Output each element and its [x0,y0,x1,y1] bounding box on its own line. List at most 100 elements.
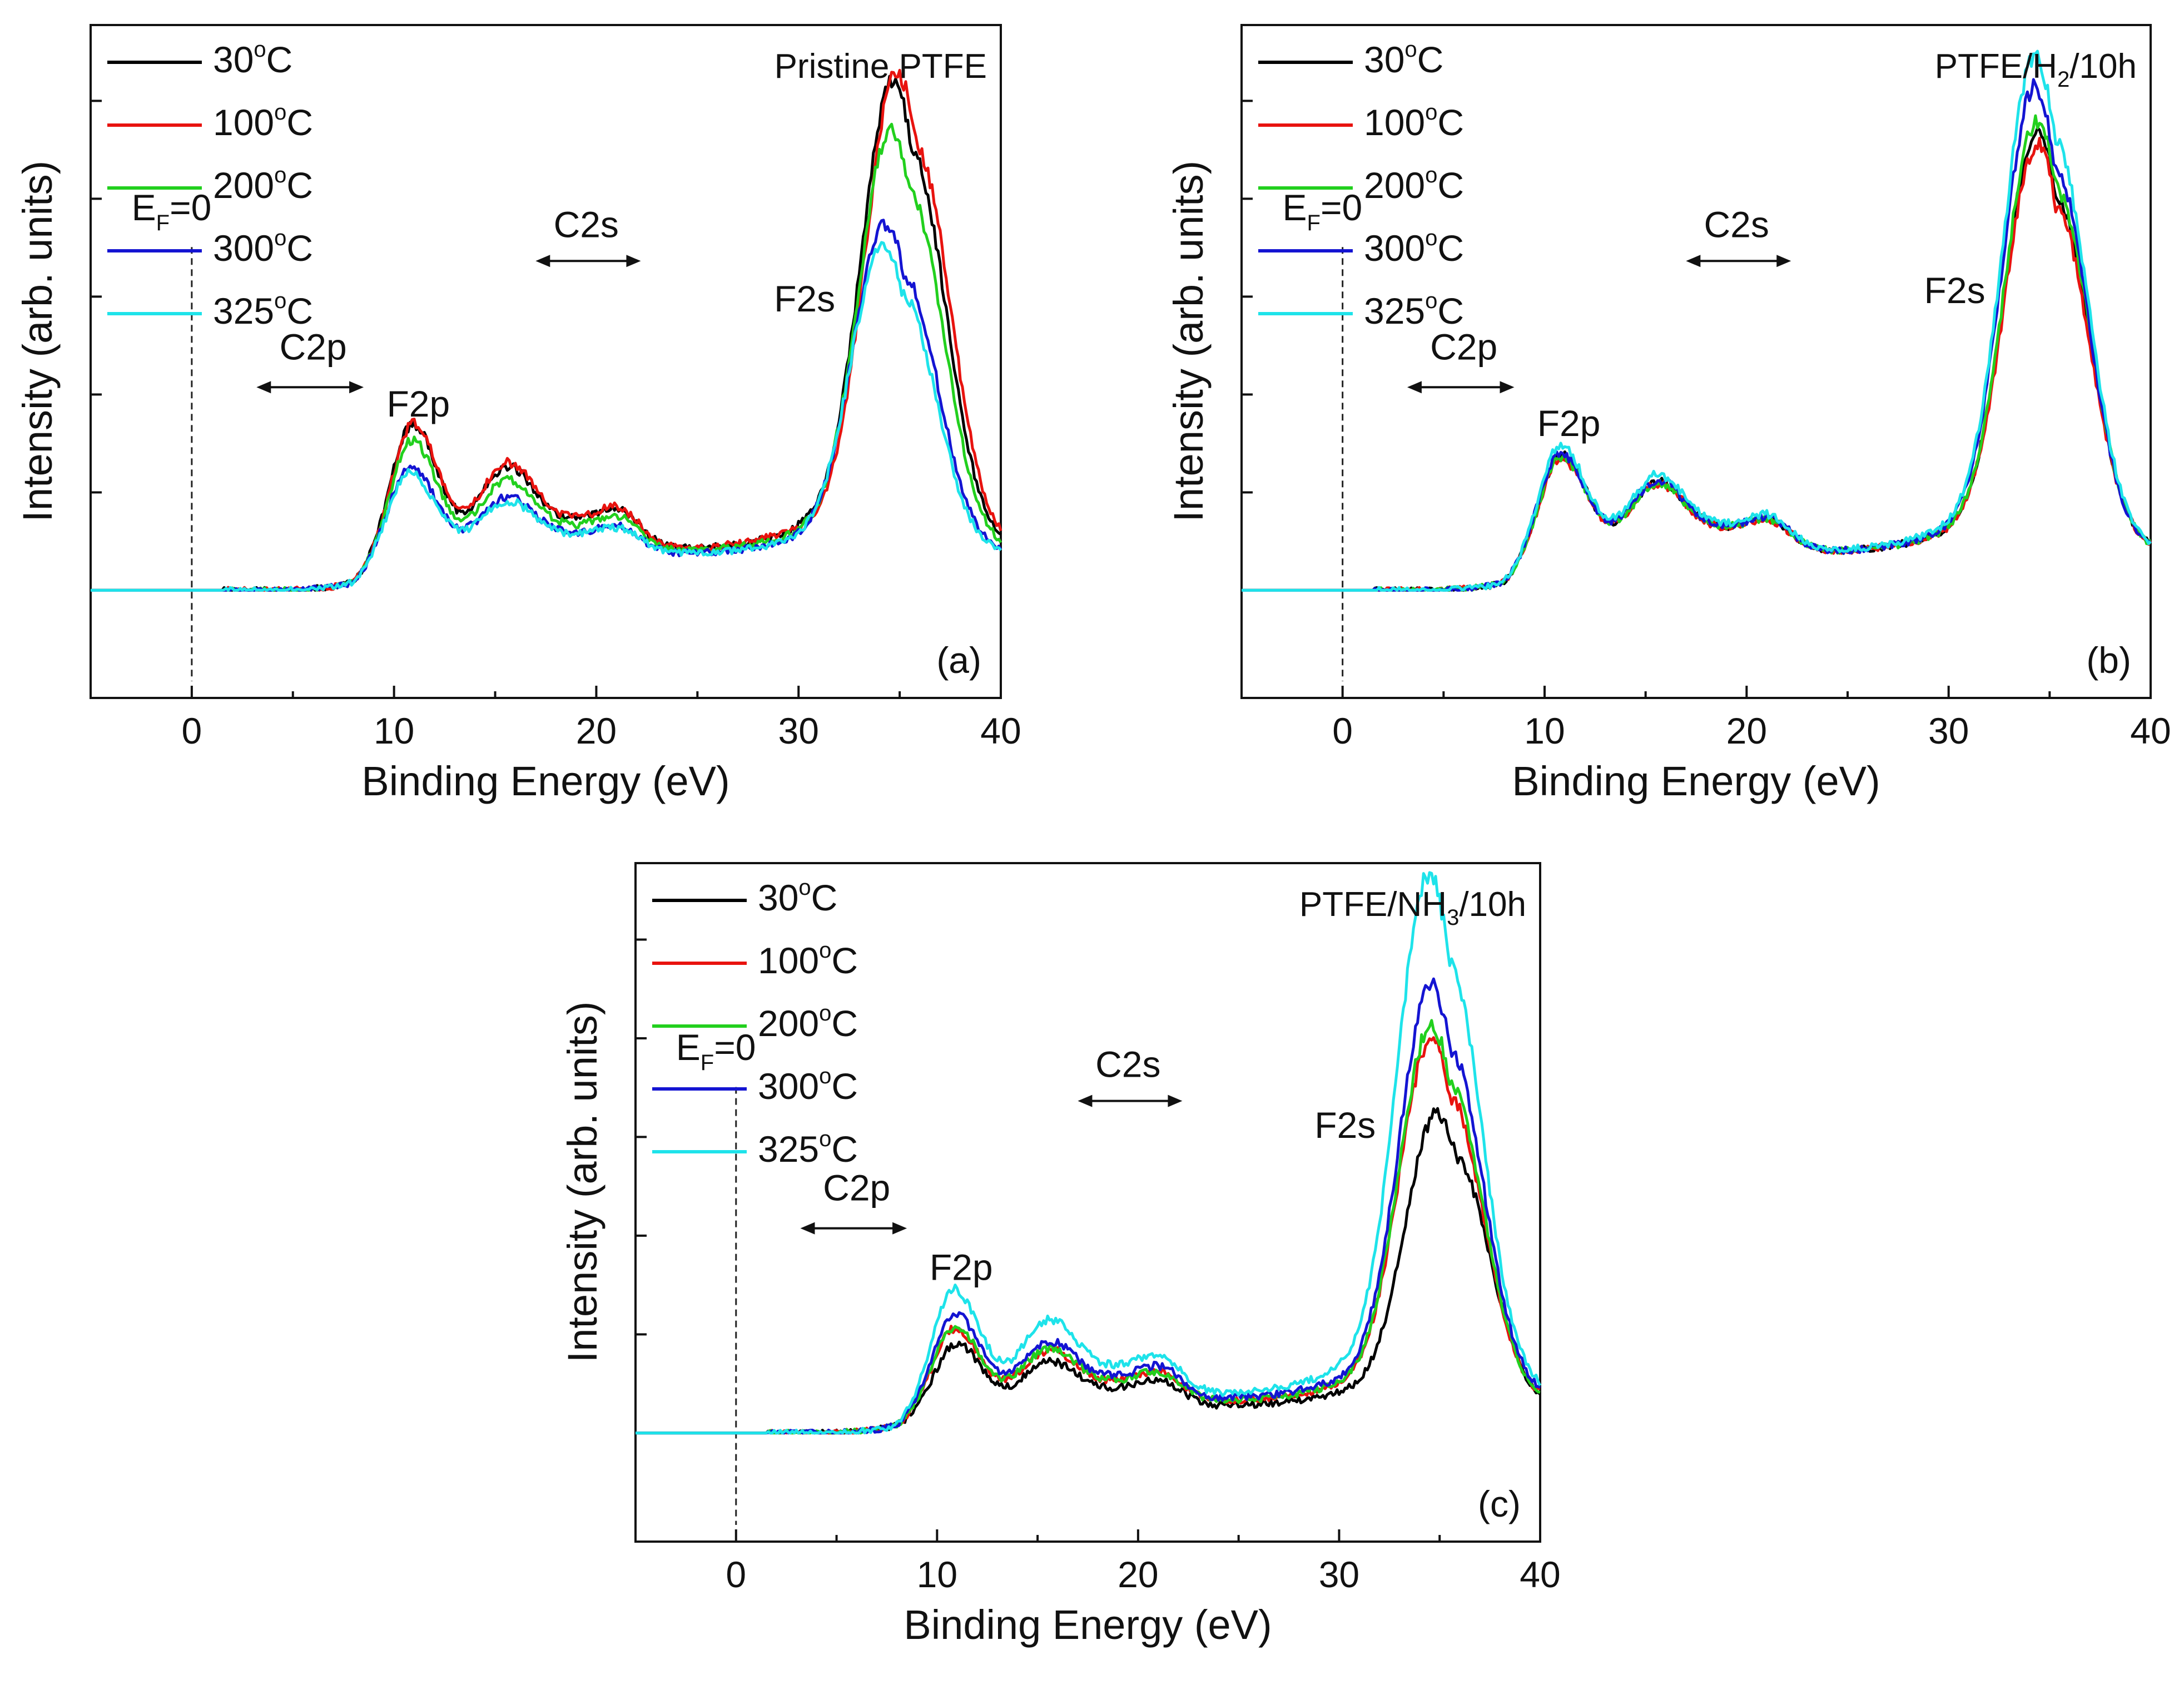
legend-label-100C: 100oC [213,100,313,143]
series-line-325C [636,871,1542,1435]
annotation-c2p: C2p [1430,326,1497,367]
c2p-arrow-head-right [892,1222,907,1235]
annotation-f2p: F2p [1537,403,1601,444]
series-lines-a [91,68,1002,592]
x-ticks-c [634,1529,1541,1542]
legend-label-200C: 200oC [213,163,313,206]
x-ticks-a [90,686,1002,698]
legend-b: 30oC 100oC 200oC 300oC 325oC [1258,37,1464,331]
panel-title-b: PTFE/H2/10h [1935,47,2137,92]
x-axis-title: Binding Energy (eV) [1512,758,1880,804]
series-line-300C [636,977,1541,1435]
c2p-arrow [1407,381,1515,394]
x-tick-label: 20 [576,710,617,751]
legend-label-100C: 100oC [758,938,858,981]
legend-c: 30oC 100oC 200oC 300oC 325oC [652,875,858,1170]
legend-label-300C: 300oC [1364,226,1464,269]
x-tick-label: 30 [1319,1554,1359,1595]
annotation-c2s: C2s [554,204,619,245]
x-tick-label: 20 [1118,1554,1158,1595]
legend-label-30C: 30oC [1364,37,1443,80]
panel-title-a: Pristine PTFE [775,47,987,86]
legend-label-300C: 300oC [758,1064,858,1107]
x-ticks-b [1240,686,2152,698]
x-tick-label: 0 [182,710,202,751]
legend-label-325C: 325oC [213,289,313,331]
c2s-arrow-head-left [1686,255,1701,268]
annotation-fermi-level: EF=0 [132,187,212,235]
legend-label-30C: 30oC [758,875,837,918]
c2s-arrow [535,255,641,268]
c2p-arrow-head-left [256,381,271,394]
x-tick-label: 40 [980,710,1021,751]
x-tick-label: 10 [1524,710,1565,751]
y-axis-title: Intensity (arb. units) [14,161,61,522]
legend-a: 30oC 100oC 200oC 300oC 325oC [107,37,313,331]
c2p-arrow [800,1222,907,1235]
c2s-arrow-head-right [626,255,641,268]
annotation-c2s: C2s [1095,1044,1160,1085]
legend-label-200C: 200oC [1364,163,1464,206]
legend-label-200C: 200oC [758,1001,858,1044]
plot-frame-b [1240,24,2152,699]
c2p-arrow-head-left [1407,381,1422,394]
annotation-f2s: F2s [1314,1104,1376,1146]
c2p-arrow-head-right [349,381,364,394]
annotation-fermi-level: EF=0 [1282,187,1362,235]
c2p-arrow [256,381,364,394]
plot-frame-a [90,24,1002,699]
chart-panel-b: 0 10 20 30 40 Binding Energy (eV) Intensity (a… [1165,24,2171,804]
legend-label-325C: 325oC [1364,289,1464,331]
panel-tag-c: (c) [1478,1483,1521,1524]
x-axis-title: Binding Energy (eV) [904,1602,1272,1648]
c2s-arrow-head-left [1078,1094,1093,1107]
series-line-325C [91,241,1002,592]
y-ticks-a [91,100,102,592]
series-line-300C [1242,78,2152,592]
annotation-f2s: F2s [1924,270,1986,311]
x-tick-label: 30 [778,710,819,751]
series-lines-c [636,871,1542,1435]
y-axis-title: Intensity (arb. units) [1165,161,1212,522]
legend-label-325C: 325oC [758,1127,858,1170]
plot-frame-c [634,862,1541,1543]
c2s-arrow-head-left [535,255,550,268]
series-line-300C [91,219,1002,592]
c2s-arrow-head-right [1776,255,1791,268]
annotation-c2s: C2s [1704,204,1769,245]
series-lines-b [1242,49,2152,592]
annotation-f2s: F2s [774,278,835,319]
x-tick-label: 10 [917,1554,957,1595]
c2p-arrow-head-left [800,1222,815,1235]
x-tick-label: 40 [2130,710,2171,751]
x-tick-label: 0 [726,1554,746,1595]
x-tick-label: 30 [1928,710,1969,751]
series-line-30C [91,75,1002,592]
annotation-fermi-level: EF=0 [676,1027,756,1075]
x-tick-label: 20 [1726,710,1767,751]
legend-label-100C: 100oC [1364,100,1464,143]
legend-label-300C: 300oC [213,226,313,269]
c2s-arrow [1078,1094,1183,1107]
c2s-arrow-head-right [1168,1094,1183,1107]
c2p-arrow-head-right [1500,381,1515,394]
series-line-325C [1242,49,2152,592]
x-tick-label: 10 [374,710,414,751]
annotation-f2p: F2p [386,383,450,424]
annotation-c2p: C2p [823,1167,890,1208]
x-tick-label: 0 [1332,710,1353,751]
y-ticks-b [1242,100,1253,592]
y-axis-title: Intensity (arb. units) [559,1001,605,1363]
chart-panel-a: 0 10 20 30 40 Binding Energy (eV) Intensity (a… [14,24,1021,804]
legend-label-30C: 30oC [213,37,292,80]
panel-tag-a: (a) [936,640,981,681]
c2s-arrow [1686,255,1791,268]
annotation-f2p: F2p [930,1247,993,1288]
y-ticks-c [636,938,647,1434]
annotation-c2p: C2p [280,326,347,367]
x-tick-label: 40 [1520,1554,1560,1595]
panel-title-c: PTFE/NH3/10h [1299,885,1526,930]
panel-tag-b: (b) [2086,640,2131,681]
chart-panel-c: 0 10 20 30 40 Binding Energy (eV) Intensity (a… [559,862,1561,1648]
